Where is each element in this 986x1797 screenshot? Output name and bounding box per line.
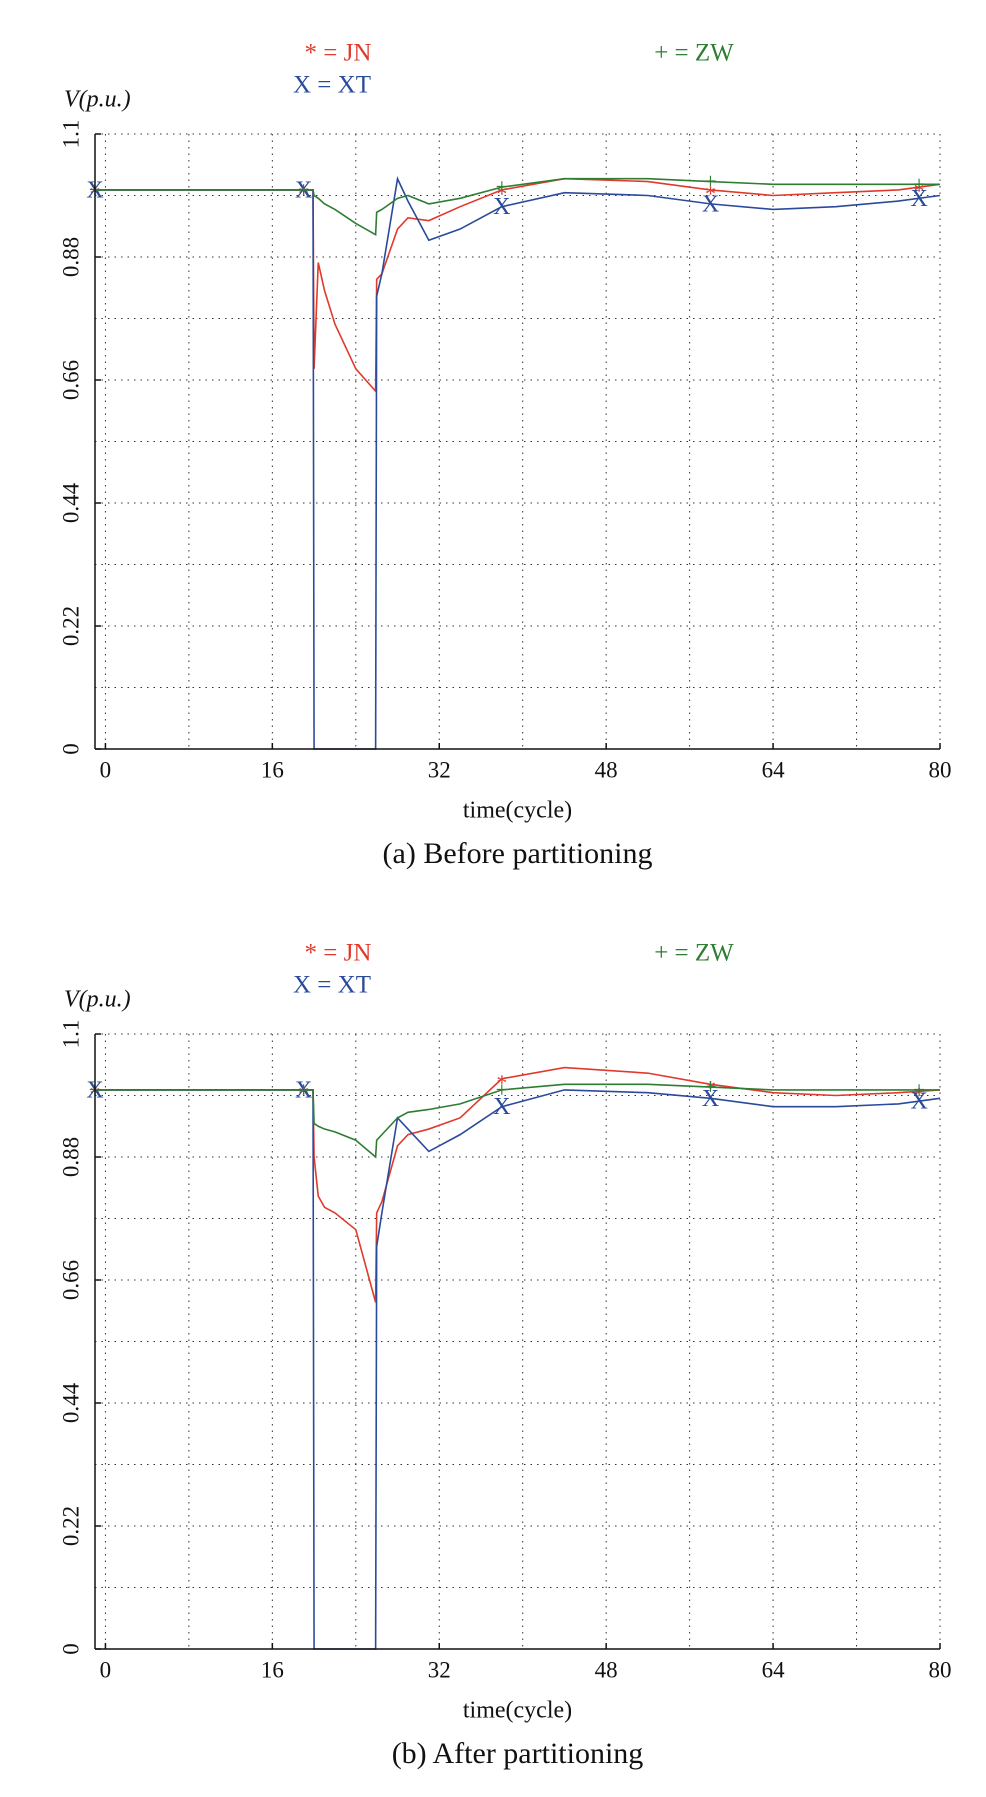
series-line — [95, 177, 941, 394]
series-line — [95, 177, 940, 236]
x-tick-label: 0 — [100, 1657, 112, 1682]
x-axis-label: time(cycle) — [463, 1698, 572, 1724]
y-tick-label: 0.88 — [58, 237, 83, 277]
series-line — [95, 176, 941, 750]
series-marker: + — [496, 174, 508, 199]
legend-entry: + = ZW — [654, 40, 734, 67]
series-marker: * — [914, 178, 925, 203]
series-marker: X — [910, 1089, 927, 1115]
series-marker: X — [910, 186, 927, 212]
y-tick-label: 1.1 — [58, 120, 83, 149]
x-axis-label: time(cycle) — [463, 798, 572, 824]
y-tick-label: 0 — [58, 743, 83, 755]
x-tick-label: 32 — [428, 1657, 451, 1682]
series-marker: X — [702, 191, 719, 217]
y-tick-label: 0.22 — [58, 1506, 83, 1546]
y-tick-label: 0.66 — [58, 360, 83, 400]
y-tick-label: 0.22 — [58, 606, 83, 646]
y-tick-label: 0.44 — [58, 482, 83, 523]
legend-entry: + = ZW — [654, 940, 734, 967]
series-marker: + — [913, 171, 925, 196]
series-marker: * — [705, 181, 716, 206]
y-tick-label: 0.66 — [58, 1260, 83, 1300]
x-tick-label: 16 — [261, 1657, 284, 1682]
y-tick-label: 0.88 — [58, 1137, 83, 1177]
series-marker: + — [496, 1077, 508, 1102]
legend-entry: * = JN — [305, 40, 372, 67]
series-marker: * — [496, 181, 507, 206]
series-marker: + — [704, 169, 716, 194]
x-tick-label: 48 — [595, 757, 618, 782]
y-tick-label: 0.44 — [58, 1382, 83, 1423]
series-marker: + — [704, 1074, 716, 1099]
series-marker: + — [913, 1077, 925, 1102]
series-marker: X — [493, 194, 510, 220]
x-tick-label: 48 — [595, 1657, 618, 1682]
series-marker: + — [297, 1077, 309, 1102]
caption: (b) After partitioning — [392, 1737, 644, 1770]
x-tick-label: 80 — [929, 1657, 952, 1682]
series-marker: X — [493, 1094, 510, 1120]
y-axis-label: V(p.u.) — [64, 987, 131, 1013]
y-tick-label: 1.1 — [58, 1020, 83, 1049]
x-tick-label: 64 — [762, 1657, 786, 1682]
series-marker: * — [914, 1082, 925, 1107]
x-tick-label: 80 — [929, 757, 952, 782]
series-marker: X — [702, 1086, 719, 1112]
legend-entry: X = XT — [293, 972, 371, 999]
x-tick-label: 32 — [428, 757, 451, 782]
legend-entry: * = JN — [305, 940, 372, 967]
x-tick-label: 16 — [261, 757, 284, 782]
series-marker: + — [297, 177, 309, 202]
series-line — [95, 1089, 941, 1650]
series-marker: * — [298, 1081, 309, 1106]
series-marker: * — [298, 181, 309, 206]
series-marker: * — [496, 1070, 507, 1095]
caption: (a) Before partitioning — [383, 837, 653, 870]
y-tick-label: 0 — [58, 1643, 83, 1655]
series-line — [95, 1083, 940, 1159]
x-tick-label: 64 — [762, 757, 786, 782]
x-tick-label: 0 — [100, 757, 112, 782]
y-axis-label: V(p.u.) — [64, 87, 131, 113]
legend-entry: X = XT — [293, 72, 371, 99]
